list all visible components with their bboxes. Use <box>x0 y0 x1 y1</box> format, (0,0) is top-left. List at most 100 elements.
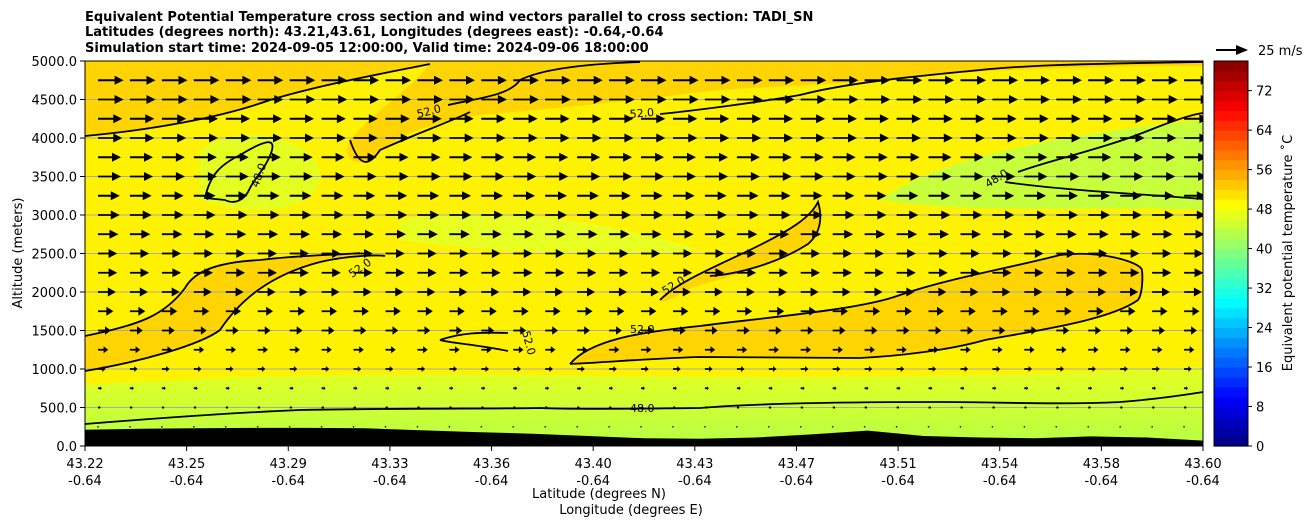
wind-vector <box>928 287 947 297</box>
wind-vector <box>353 405 357 410</box>
wind-vector <box>320 425 323 428</box>
wind-vector <box>799 425 802 428</box>
wind-vector <box>768 405 772 410</box>
x-tick-label-lat: 43.29 <box>270 457 307 472</box>
wind-vector <box>832 152 856 162</box>
wind-vector <box>1088 405 1091 410</box>
wind-vector <box>1184 326 1197 335</box>
wind-vector <box>129 75 156 85</box>
wind-vector <box>608 425 610 428</box>
wind-vector <box>704 133 730 143</box>
wind-vector <box>417 326 431 335</box>
wind-vector <box>928 306 944 316</box>
wind-vector <box>98 133 123 143</box>
colorbar-tick-label: 56 <box>1256 164 1273 179</box>
wind-vector <box>545 287 564 297</box>
wind-vector <box>1088 114 1113 124</box>
wind-vector <box>736 306 753 316</box>
wind-vector <box>193 133 219 143</box>
wind-vector <box>577 191 599 201</box>
wind-vector <box>1120 405 1123 410</box>
wind-vector <box>992 152 1016 162</box>
wind-vector <box>129 346 141 354</box>
wind-vector <box>513 405 516 410</box>
wind-vector <box>768 152 792 162</box>
wind-vector <box>289 249 309 258</box>
wind-vector <box>161 425 163 428</box>
wind-vector <box>1152 133 1177 143</box>
wind-vector <box>193 366 202 372</box>
x-axis-ticks: 43.22 -0.64 43.25 -0.64 43.29 -0.64 43.33 -0.64… <box>66 446 1222 489</box>
wind-vector <box>449 229 470 239</box>
wind-vector <box>864 386 869 391</box>
wind-vector <box>129 249 150 258</box>
wind-vector <box>960 366 969 372</box>
wind-vector <box>896 386 901 391</box>
wind-vector <box>768 326 782 335</box>
wind-vector <box>960 172 984 181</box>
wind-vector <box>577 229 598 239</box>
wind-vector <box>417 249 437 258</box>
wind-vector <box>1152 346 1163 354</box>
wind-vector <box>545 326 558 335</box>
wind-vector <box>1120 114 1145 124</box>
wind-vector <box>321 287 340 297</box>
wind-vector <box>896 249 916 258</box>
wind-vector <box>225 114 251 124</box>
wind-vector <box>641 287 659 297</box>
wind-vector <box>800 287 819 297</box>
wind-vector <box>800 268 820 278</box>
colorbar-ticks: 0 8 16 24 32 40 48 56 64 72 <box>1248 85 1273 455</box>
wind-vector <box>577 405 580 410</box>
wind-vector <box>321 95 348 104</box>
wind-vector <box>1024 405 1027 410</box>
colorbar-segment <box>1214 238 1248 250</box>
wind-vector <box>704 306 721 316</box>
wind-vector <box>960 114 985 124</box>
x-tick-label-lon: -0.64 <box>170 474 204 489</box>
wind-vector <box>832 172 856 181</box>
wind-vector <box>928 133 953 143</box>
wind-vector <box>289 306 305 316</box>
wind-vector <box>577 346 588 354</box>
wind-vector <box>129 366 138 372</box>
colorbar-tick-label: 48 <box>1256 203 1273 218</box>
wind-vector <box>129 268 150 278</box>
plot-area: 48.0 52.0 52.0 52.0 52.0 52.0 52.0 48.0 … <box>85 61 1203 446</box>
wind-vector <box>257 346 268 354</box>
wind-vector <box>129 405 133 410</box>
wind-vector <box>321 210 344 220</box>
colorbar-segment <box>1214 367 1248 378</box>
y-tick-label: 1500.0 <box>32 325 78 340</box>
colorbar-segment <box>1214 159 1248 171</box>
field-band-52-center <box>660 202 821 302</box>
wind-vector <box>1120 75 1146 85</box>
colorbar-tick-label: 72 <box>1256 85 1273 100</box>
colorbar-segment <box>1214 90 1248 102</box>
wind-vector <box>960 229 981 239</box>
wind-vector <box>1184 287 1202 297</box>
wind-vector <box>1056 152 1080 162</box>
wind-vector <box>257 268 277 278</box>
wind-vector <box>129 191 152 201</box>
wind-vector <box>321 249 341 258</box>
wind-vector <box>289 152 313 162</box>
y-tick-label: 3000.0 <box>32 209 78 224</box>
colorbar-label: Equivalent potential temperature ˚C <box>1280 135 1296 371</box>
wind-vector <box>960 346 971 354</box>
wind-vector <box>1056 405 1059 410</box>
wind-vector <box>673 152 696 162</box>
x-tick-label-lat: 43.22 <box>66 457 103 472</box>
wind-vector <box>609 386 613 391</box>
wind-vector <box>257 229 279 239</box>
x-tick-label-lon: -0.64 <box>780 474 814 489</box>
wind-vector <box>864 346 875 354</box>
wind-vector <box>353 249 373 258</box>
wind-vector <box>321 386 326 391</box>
wind-vector <box>289 346 300 354</box>
wind-vector <box>609 152 633 162</box>
x-axis-label-lat: Latitude (degrees N) <box>532 487 666 502</box>
wind-vector <box>257 95 284 104</box>
wind-vector <box>960 75 987 85</box>
wind-vector <box>641 152 665 162</box>
